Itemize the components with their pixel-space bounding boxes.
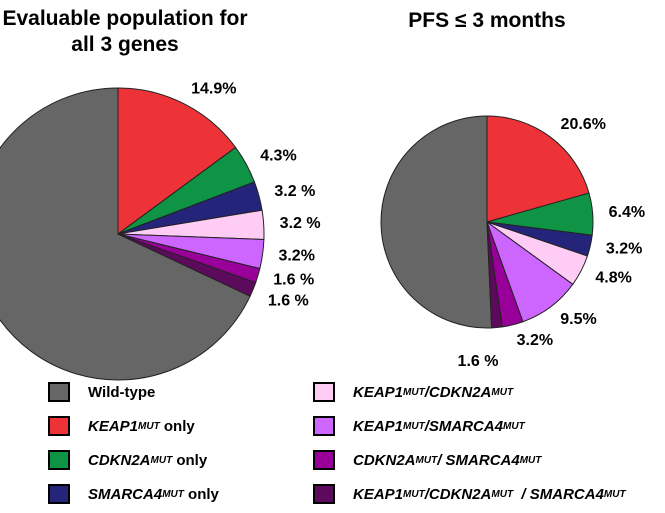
data-label: 1.6 % <box>273 271 314 288</box>
pie-slice <box>380 115 493 329</box>
legend-text: MUT <box>403 488 425 500</box>
data-label: 3.2% <box>278 248 314 265</box>
legend-text: KEAP1 <box>353 485 404 503</box>
legend-text: MUT <box>403 386 425 398</box>
data-label: 3.2 % <box>274 183 315 200</box>
legend-swatch <box>313 450 335 470</box>
pie-slice <box>486 115 590 223</box>
legend-text: KEAP1 <box>88 417 139 435</box>
legend-swatch <box>48 416 70 436</box>
legend-text: only <box>172 451 208 469</box>
chart-title: Evaluable population for all 3 genes <box>2 7 248 56</box>
legend-text: /CDKN2A <box>424 383 492 401</box>
pie-slice <box>0 87 251 381</box>
legend-swatch <box>313 382 335 402</box>
legend-text: MUT <box>491 386 514 398</box>
legend-swatch <box>313 484 335 504</box>
legend-text: MUT <box>415 454 438 466</box>
legend-item: KEAP1 MUT only <box>48 414 195 438</box>
legend-text: MUT <box>138 420 160 432</box>
legend-text: / SMARCA4 <box>513 485 604 503</box>
data-label: 3.2% <box>606 241 642 258</box>
legend-item: KEAP1 MUT/CDKN2A MUT / SMARCA4 MUT <box>313 482 626 506</box>
data-label: 1.6 % <box>458 353 499 370</box>
pie-slice <box>117 87 237 235</box>
legend-swatch <box>48 382 70 402</box>
legend-text: MUT <box>162 488 184 500</box>
data-label: 3.2 % <box>280 215 321 232</box>
legend-text: KEAP1 <box>353 383 404 401</box>
legend-text: MUT <box>519 454 542 466</box>
data-label: 4.3% <box>260 148 296 165</box>
legend-text: MUT <box>403 420 425 432</box>
legend-text: Wild-type <box>88 383 156 401</box>
data-label: 4.8% <box>595 269 631 286</box>
data-label: 1.6 % <box>268 292 309 309</box>
legend-text: /SMARCA4 <box>424 417 504 435</box>
data-label: 20.6% <box>561 116 606 133</box>
pie-slice <box>117 233 257 297</box>
legend-text: MUT <box>603 488 626 500</box>
pie-slice <box>486 221 503 329</box>
legend-swatch <box>48 484 70 504</box>
legend-item: SMARCA4 MUT only <box>48 482 219 506</box>
legend-item: CDKN2A MUT only <box>48 448 207 472</box>
chart-title: PFS ≤ 3 months <box>408 9 566 32</box>
data-label: 14.9% <box>191 81 236 98</box>
legend-swatch <box>48 450 70 470</box>
legend-text: only <box>183 485 219 503</box>
legend-item: KEAP1 MUT/CDKN2A MUT <box>313 380 513 404</box>
legend-text: /CDKN2A <box>424 485 492 503</box>
legend-text: / SMARCA4 <box>437 451 520 469</box>
legend-text: CDKN2A <box>353 451 416 469</box>
data-label: 6.4% <box>609 204 645 221</box>
legend-item: KEAP1 MUT/SMARCA4 MUT <box>313 414 525 438</box>
data-label: 3.2% <box>517 332 553 349</box>
legend-swatch <box>313 416 335 436</box>
legend-text: CDKN2A <box>88 451 151 469</box>
legend-text: SMARCA4 <box>88 485 163 503</box>
legend-text: MUT <box>150 454 173 466</box>
legend-text: MUT <box>491 488 514 500</box>
legend-text: MUT <box>503 420 525 432</box>
legend-text: KEAP1 <box>353 417 404 435</box>
legend-item: CDKN2A MUT / SMARCA4 MUT <box>313 448 541 472</box>
data-label: 9.5% <box>560 311 596 328</box>
legend-text: only <box>159 417 195 435</box>
legend-item: Wild-type <box>48 380 155 404</box>
